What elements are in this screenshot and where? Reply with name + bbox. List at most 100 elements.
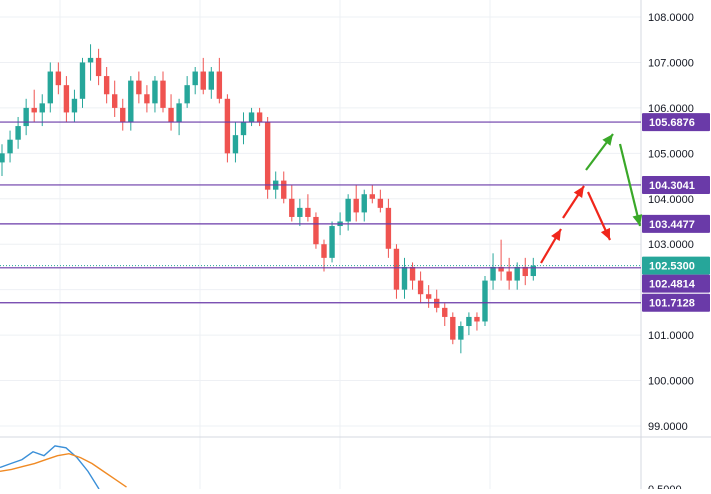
y-tick-label: 108.0000 (648, 12, 694, 24)
candle-body (240, 121, 247, 136)
price-label: 101.7128 (642, 293, 710, 312)
candle-body (329, 226, 335, 258)
candle-body (176, 103, 182, 122)
candle (168, 94, 174, 131)
candle (425, 285, 432, 308)
arrow-head (602, 134, 613, 146)
arrow-head (573, 186, 584, 198)
price-label: 105.6876 (642, 113, 710, 132)
candle-body (55, 71, 62, 86)
candle-body (192, 71, 198, 86)
candle-body (63, 85, 70, 113)
price-label: 103.4477 (642, 214, 710, 233)
candle (297, 198, 303, 227)
candle (313, 212, 319, 249)
candle (192, 66, 198, 95)
candle-body (208, 71, 214, 90)
candle (144, 85, 150, 113)
candle (393, 244, 400, 299)
candle-body (87, 57, 94, 63)
candle-body (184, 85, 190, 104)
candle (482, 276, 488, 327)
price-label-box (642, 256, 710, 275)
candle (498, 239, 504, 281)
candle (289, 185, 295, 222)
candle-body (256, 112, 263, 122)
candle (87, 44, 94, 81)
candle (112, 80, 118, 117)
candle (208, 66, 214, 99)
candle (240, 112, 247, 145)
candle (71, 89, 78, 122)
arrow-shaft (618, 143, 642, 227)
candle-body (313, 216, 319, 245)
candle (103, 66, 110, 104)
price-label-text: 104.3041 (649, 180, 695, 192)
candle-body (401, 266, 408, 290)
candle-body (232, 135, 239, 154)
projection-arrow (540, 228, 562, 264)
candle (31, 89, 37, 122)
candle-body (160, 80, 166, 108)
price-label-text: 105.6876 (649, 117, 695, 129)
candle-body (369, 194, 375, 199)
candle-body (31, 107, 37, 113)
price-label-box (642, 274, 710, 293)
candle-body (377, 198, 384, 208)
price-labels: 105.6876 104.3041 103.4477 101.7128 102.5300… (642, 113, 710, 312)
candle (264, 116, 271, 199)
candle (409, 262, 416, 290)
candle (136, 71, 142, 104)
candle-body (39, 103, 45, 113)
y-tick-label: 101.0000 (648, 330, 694, 342)
candle-body (289, 198, 295, 217)
candle (442, 303, 448, 327)
candle (434, 289, 440, 313)
y-tick-label: 105.0000 (648, 148, 694, 160)
candle-body (136, 80, 142, 95)
candle (329, 221, 335, 263)
price-label-text: 103.4477 (649, 219, 695, 231)
candle-body (514, 266, 520, 281)
candle (152, 76, 158, 113)
candle-body (506, 271, 512, 281)
y-tick-label: 100.0000 (648, 376, 694, 388)
indicator-line-orange (0, 453, 127, 488)
candle (474, 312, 480, 331)
candle (522, 257, 528, 286)
price-label: 102.5300 (642, 256, 710, 275)
arrow-head (632, 214, 643, 226)
projection-arrow (585, 133, 614, 171)
candle (321, 239, 327, 272)
candle-body (120, 107, 126, 122)
y-tick-label: 107.0000 (648, 57, 694, 69)
candle (490, 253, 496, 290)
candle-body (264, 121, 271, 190)
candle-body (297, 207, 303, 217)
candle-body (321, 244, 327, 258)
projection-arrow (618, 143, 643, 227)
candle-body (103, 76, 110, 95)
price-label-box (642, 113, 710, 132)
candle-body (71, 98, 78, 113)
candle-body (47, 71, 53, 104)
candle-body (442, 307, 448, 317)
candle-body (224, 98, 231, 154)
price-label-box (642, 175, 710, 194)
candle-body (152, 80, 158, 104)
candle-body (353, 198, 359, 213)
candle (0, 144, 5, 177)
candle (345, 194, 351, 231)
candle (216, 57, 223, 104)
candles-group (0, 44, 536, 354)
price-label: 104.3041 (642, 175, 710, 194)
candle-body (7, 139, 13, 154)
candle (184, 76, 190, 108)
candle (200, 57, 206, 95)
candle (176, 98, 182, 136)
candle (79, 57, 86, 108)
candle (39, 94, 45, 127)
candle (95, 48, 102, 86)
candle-body (450, 316, 456, 340)
